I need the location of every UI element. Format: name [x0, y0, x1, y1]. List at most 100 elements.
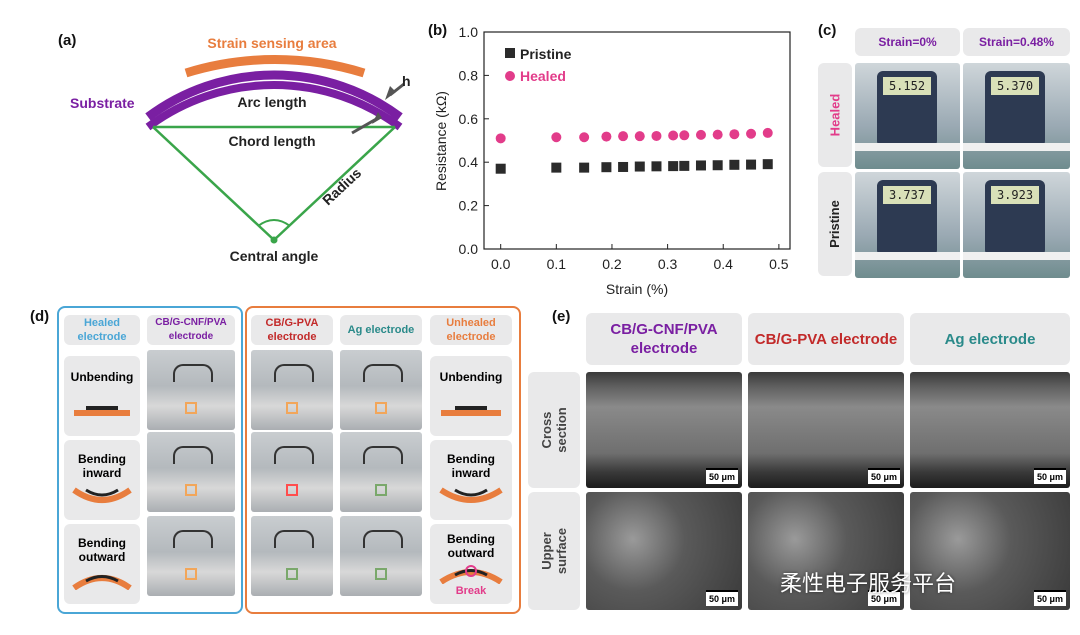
- point-healed: [634, 131, 645, 142]
- reading-pristine-048: 3.923: [991, 186, 1039, 204]
- point-pristine: [651, 161, 662, 172]
- y-tick-label: 0.4: [459, 154, 479, 170]
- e-row-upper-card: Upper surface: [528, 492, 580, 610]
- point-healed: [668, 130, 679, 141]
- resistance-strain-chart: 0.0 0.2 0.4 0.6 0.8 1.0 0.0 0.1 0.2 0.3 0.4 0.5 Pr…: [433, 24, 791, 297]
- x-axis-label: Strain (%): [606, 281, 668, 297]
- d-unhealed-outward: Bending outward Break: [430, 524, 512, 604]
- d-header-unhealed: Unhealed electrode: [430, 315, 512, 345]
- y-tick-label: 0.8: [459, 67, 479, 83]
- substrate-label: Substrate: [70, 95, 135, 111]
- unbending-icon: [74, 406, 130, 416]
- point-pristine: [601, 162, 612, 173]
- unhealed-group-frame: [245, 306, 521, 614]
- panel-label-d: (d): [30, 308, 50, 325]
- sem-ag-cross: 50 μm: [910, 372, 1070, 488]
- d-unhealed-state-unbending: Unbending: [439, 370, 503, 384]
- photo-cnf-outward: [147, 516, 235, 596]
- h-label: h: [402, 73, 411, 89]
- strain-sensing-label: Strain sensing area: [207, 35, 336, 51]
- sem-cnf-cross: 50 μm: [586, 372, 742, 488]
- x-tick-label: 0.5: [769, 256, 789, 272]
- d-state-outward: Bending outward: [78, 536, 126, 564]
- watermark: 柔性电子服务平台: [780, 571, 957, 596]
- point-pristine: [618, 161, 629, 172]
- x-tick-label: 0.4: [714, 256, 734, 272]
- point-healed: [618, 131, 629, 142]
- point-healed: [651, 130, 662, 141]
- photo-ag-inward: [340, 432, 422, 512]
- scale-bar: 50 μm: [1033, 468, 1066, 484]
- y-tick-label: 0.2: [459, 198, 479, 214]
- wire: [173, 364, 213, 382]
- bend-outward-icon: [72, 575, 132, 590]
- radius-line-left: [152, 126, 275, 241]
- bend-inward-icon: [72, 487, 132, 503]
- e-row-cross: Cross section: [539, 407, 569, 453]
- unhealed-bend-inward-icon: [439, 487, 503, 503]
- c-row-healed: Healed: [827, 93, 843, 137]
- sem-pva-upper: 50 μm: [748, 492, 904, 610]
- legend-pristine-marker: [505, 48, 515, 58]
- photo-cnf-unbending: [147, 350, 235, 430]
- reading-pristine-0: 3.737: [883, 186, 931, 204]
- led-box: [185, 402, 197, 414]
- reading-healed-0: 5.152: [883, 77, 931, 95]
- d-healed-outward: Bending outward: [64, 524, 140, 604]
- e-header-ag: Ag electrode: [910, 313, 1070, 365]
- c-row-pristine-card: Pristine: [818, 172, 852, 276]
- y-axis-label: Resistance (kΩ): [433, 91, 449, 191]
- point-healed: [762, 127, 773, 138]
- wire: [173, 446, 213, 464]
- d-unhealed-state-outward: Bending outward: [447, 532, 495, 560]
- photo-ag-outward: [340, 516, 422, 596]
- panel-a-diagram: Strain sensing area Substrate Arc length…: [70, 35, 411, 264]
- x-tick-label: 0.1: [547, 256, 567, 272]
- e-row-upper: Upper surface: [539, 527, 569, 575]
- legend-healed-marker: [505, 71, 515, 81]
- c-row-pristine: Pristine: [827, 200, 842, 248]
- wire: [274, 446, 314, 464]
- central-angle-label: Central angle: [230, 248, 319, 264]
- point-pristine: [746, 159, 757, 170]
- y-tick-label: 1.0: [459, 24, 479, 40]
- e-header-pva: CB/G-PVA electrode: [748, 313, 904, 365]
- healed-group-frame: [57, 306, 243, 614]
- point-healed: [601, 131, 612, 142]
- h-arrow-top-line: [389, 82, 405, 97]
- x-tick-label: 0.2: [602, 256, 622, 272]
- scale-bar: 50 μm: [867, 468, 900, 484]
- reading-healed-048: 5.370: [991, 77, 1039, 95]
- d-unhealed-inward: Bending inward: [430, 440, 512, 520]
- sem-pva-cross: 50 μm: [748, 372, 904, 488]
- d-healed-unbending: Unbending: [64, 356, 140, 436]
- substrate-outer-arc: [145, 70, 403, 121]
- scale-bar: 50 μm: [705, 590, 738, 606]
- point-pristine: [634, 161, 645, 172]
- sem-cnf-upper: 50 μm: [586, 492, 742, 610]
- panel-label-e: (e): [552, 308, 571, 325]
- point-healed: [551, 132, 562, 143]
- y-tick-label: 0.6: [459, 111, 479, 127]
- panel-label-c: (c): [818, 22, 837, 39]
- point-healed: [729, 129, 740, 140]
- photo-healed-048: 5.370: [963, 63, 1070, 169]
- legend-healed-label: Healed: [520, 68, 566, 84]
- led-box: [185, 484, 197, 496]
- photo-cnf-inward: [147, 432, 235, 512]
- d-state-unbending: Unbending: [70, 370, 134, 384]
- point-pristine: [712, 160, 723, 171]
- c-row-healed-card: Healed: [818, 63, 852, 167]
- d-header-pva: CB/G-PVA electrode: [251, 315, 333, 345]
- wire: [363, 530, 403, 548]
- point-healed: [695, 129, 706, 140]
- led-box: [286, 402, 298, 414]
- photo-pva-inward: [251, 432, 333, 512]
- chord-length-label: Chord length: [228, 133, 315, 149]
- photo-healed-0: 5.152: [855, 63, 960, 169]
- point-healed: [712, 129, 723, 140]
- legend-pristine-label: Pristine: [520, 46, 572, 62]
- d-header-ag: Ag electrode: [340, 315, 422, 345]
- photo-pristine-048: 3.923: [963, 172, 1070, 278]
- angle-arc: [257, 219, 291, 227]
